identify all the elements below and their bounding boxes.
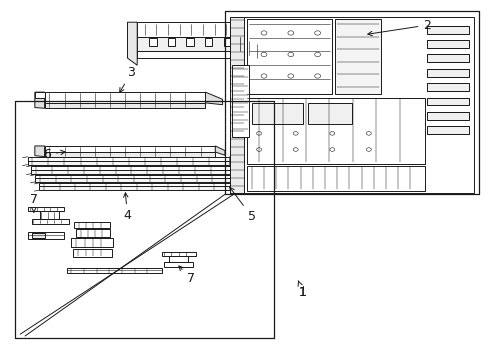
- Polygon shape: [239, 37, 259, 62]
- Polygon shape: [334, 19, 380, 94]
- Polygon shape: [44, 146, 215, 152]
- Polygon shape: [307, 103, 351, 125]
- Polygon shape: [44, 152, 215, 157]
- Polygon shape: [229, 17, 473, 193]
- Polygon shape: [163, 262, 193, 267]
- Polygon shape: [427, 112, 468, 120]
- Polygon shape: [251, 103, 303, 125]
- Polygon shape: [215, 146, 224, 155]
- Polygon shape: [223, 39, 230, 45]
- Polygon shape: [27, 157, 229, 161]
- Polygon shape: [229, 17, 244, 193]
- Polygon shape: [31, 170, 231, 174]
- Text: 3: 3: [120, 66, 135, 93]
- Polygon shape: [239, 22, 259, 47]
- Polygon shape: [161, 252, 195, 256]
- Polygon shape: [167, 39, 175, 45]
- Polygon shape: [40, 211, 59, 220]
- Polygon shape: [427, 54, 468, 62]
- Polygon shape: [427, 98, 468, 105]
- Polygon shape: [427, 69, 468, 77]
- Polygon shape: [39, 186, 234, 190]
- Polygon shape: [246, 19, 331, 94]
- Text: 7: 7: [179, 266, 194, 285]
- Polygon shape: [71, 238, 113, 247]
- Polygon shape: [204, 39, 212, 45]
- Polygon shape: [232, 175, 240, 184]
- Polygon shape: [39, 183, 234, 186]
- Polygon shape: [427, 26, 468, 34]
- Polygon shape: [35, 146, 44, 157]
- Text: 6: 6: [43, 148, 65, 161]
- Polygon shape: [35, 175, 232, 178]
- Polygon shape: [127, 22, 137, 65]
- Polygon shape: [427, 40, 468, 48]
- Polygon shape: [31, 166, 231, 170]
- Polygon shape: [137, 22, 239, 37]
- Polygon shape: [231, 166, 238, 176]
- Polygon shape: [27, 232, 64, 239]
- Polygon shape: [74, 222, 110, 228]
- Polygon shape: [186, 39, 193, 45]
- Polygon shape: [35, 92, 44, 108]
- Polygon shape: [232, 65, 249, 137]
- Text: 1: 1: [299, 287, 306, 300]
- Polygon shape: [168, 256, 188, 262]
- Polygon shape: [427, 83, 468, 91]
- Polygon shape: [137, 37, 239, 51]
- Polygon shape: [27, 207, 64, 211]
- Polygon shape: [427, 126, 468, 134]
- Polygon shape: [234, 183, 241, 193]
- Polygon shape: [32, 220, 69, 224]
- Polygon shape: [27, 161, 229, 165]
- Polygon shape: [137, 51, 239, 58]
- Polygon shape: [32, 233, 44, 238]
- Polygon shape: [66, 268, 161, 273]
- Polygon shape: [76, 229, 110, 237]
- Polygon shape: [35, 178, 232, 182]
- Polygon shape: [246, 166, 424, 191]
- Text: 1: 1: [298, 281, 306, 300]
- Text: 4: 4: [123, 193, 131, 222]
- Polygon shape: [73, 249, 112, 257]
- Polygon shape: [229, 157, 237, 167]
- Polygon shape: [246, 98, 424, 164]
- Polygon shape: [149, 39, 157, 45]
- Text: 5: 5: [229, 188, 255, 223]
- Text: 2: 2: [367, 19, 430, 36]
- Polygon shape: [205, 92, 222, 105]
- Polygon shape: [44, 103, 205, 108]
- Polygon shape: [35, 92, 44, 98]
- Polygon shape: [44, 92, 205, 103]
- Text: 7: 7: [30, 193, 38, 212]
